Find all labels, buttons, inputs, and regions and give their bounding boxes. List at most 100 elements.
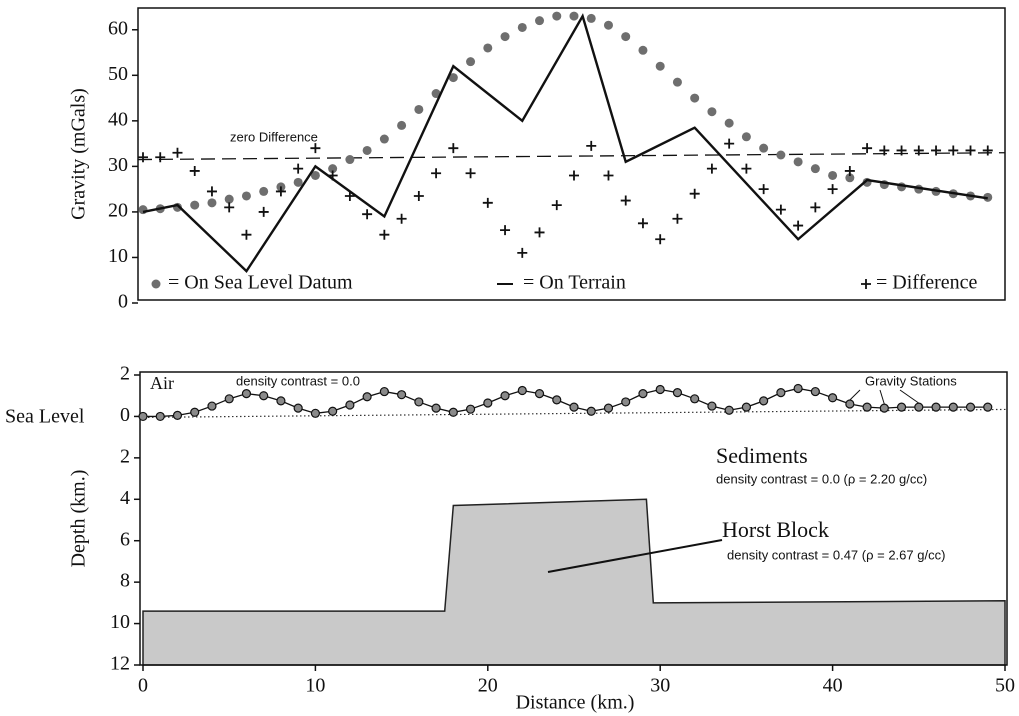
plus-marker bbox=[482, 197, 493, 208]
plus-marker bbox=[413, 190, 424, 201]
plus-marker bbox=[586, 140, 597, 151]
datum-dot bbox=[845, 173, 855, 183]
station-marker bbox=[845, 399, 855, 409]
plus-marker bbox=[206, 186, 217, 197]
plus-marker bbox=[362, 209, 373, 220]
datum-dot bbox=[466, 57, 476, 67]
datum-dot bbox=[414, 104, 424, 114]
datum-dot bbox=[345, 155, 355, 165]
plus-marker bbox=[637, 218, 648, 229]
datum-dot bbox=[810, 164, 820, 174]
plus-marker bbox=[327, 170, 338, 181]
y-axis-label: Gravity (mGals) bbox=[68, 88, 90, 220]
plus-marker bbox=[931, 145, 942, 156]
station-marker bbox=[431, 403, 441, 413]
plus-marker bbox=[775, 204, 786, 215]
plus-marker bbox=[138, 152, 148, 163]
station-marker bbox=[379, 386, 389, 397]
station-marker bbox=[621, 397, 631, 407]
plus-marker bbox=[810, 202, 821, 213]
leader-line bbox=[899, 389, 920, 404]
station-marker bbox=[603, 403, 614, 413]
plus-marker bbox=[620, 195, 631, 206]
datum-dot bbox=[517, 22, 527, 32]
station-marker bbox=[776, 388, 786, 398]
datum-dot bbox=[741, 132, 751, 142]
plus-marker bbox=[431, 168, 442, 179]
y-tick-label: 10 bbox=[108, 245, 128, 267]
datum-dot bbox=[310, 170, 320, 180]
station-marker bbox=[586, 406, 596, 416]
y-tick-label: 50 bbox=[108, 63, 128, 85]
datum-dot bbox=[535, 16, 545, 26]
y-tick-label: 0 bbox=[120, 404, 130, 426]
datum-dot bbox=[362, 145, 372, 155]
datum-dot bbox=[569, 11, 579, 21]
legend-marker bbox=[861, 279, 871, 289]
datum-dot bbox=[776, 150, 786, 160]
plus-marker bbox=[189, 165, 200, 176]
station-marker bbox=[362, 392, 372, 402]
station-marker bbox=[224, 394, 234, 404]
datum-dot bbox=[328, 164, 338, 174]
datum-dot bbox=[293, 177, 303, 187]
plus-marker bbox=[655, 234, 666, 245]
station-marker bbox=[517, 385, 527, 396]
station-marker bbox=[345, 400, 355, 410]
plot-frame bbox=[137, 7, 1006, 301]
datum-dot bbox=[207, 198, 217, 208]
station-marker bbox=[827, 393, 838, 403]
station-marker bbox=[138, 411, 148, 422]
station-marker bbox=[310, 408, 320, 418]
y-tick-label: 6 bbox=[120, 528, 130, 550]
station-marker bbox=[569, 402, 579, 412]
x-tick-label: 50 bbox=[995, 675, 1015, 697]
station-marker bbox=[259, 391, 269, 401]
x-axis-label: Distance (km.) bbox=[516, 692, 635, 714]
datum-dot bbox=[638, 45, 648, 55]
station-marker bbox=[293, 403, 303, 413]
annotation: density contrast = 0.0 bbox=[236, 373, 360, 388]
datum-dot bbox=[759, 143, 769, 153]
annotation: Sediments bbox=[716, 443, 808, 468]
plus-marker bbox=[155, 152, 166, 163]
datum-dot bbox=[793, 157, 803, 167]
plus-marker bbox=[551, 200, 562, 211]
datum-dot bbox=[379, 134, 389, 144]
x-tick-label: 10 bbox=[305, 675, 325, 697]
x-tick-label: 0 bbox=[138, 675, 148, 697]
y-tick-label: 4 bbox=[120, 487, 130, 509]
datum-dot bbox=[431, 89, 441, 99]
station-marker bbox=[741, 402, 752, 412]
station-marker bbox=[672, 388, 683, 398]
plus-marker bbox=[862, 143, 873, 154]
plus-marker bbox=[258, 206, 269, 217]
annotation: Horst Block bbox=[722, 517, 829, 542]
plus-marker bbox=[879, 145, 890, 156]
terrain-line bbox=[142, 13, 988, 273]
station-marker bbox=[759, 396, 769, 406]
datum-dot bbox=[655, 61, 665, 71]
plus-marker bbox=[293, 163, 304, 174]
plus-marker bbox=[310, 143, 321, 154]
plus-marker bbox=[672, 213, 683, 224]
y-tick-label: 2 bbox=[120, 445, 130, 467]
legend-label: = On Terrain bbox=[523, 272, 626, 294]
legend-label: = On Sea Level Datum bbox=[168, 272, 353, 294]
y-tick-label: 20 bbox=[108, 200, 128, 222]
plus-marker bbox=[448, 143, 459, 154]
datum-dot bbox=[483, 43, 493, 53]
datum-dot bbox=[259, 186, 269, 196]
station-marker bbox=[276, 396, 286, 406]
datum-dot bbox=[138, 205, 148, 215]
station-marker bbox=[552, 395, 562, 405]
station-marker bbox=[914, 402, 924, 412]
plus-marker bbox=[517, 247, 528, 258]
plus-marker bbox=[913, 145, 924, 156]
station-marker bbox=[862, 402, 872, 412]
plus-marker bbox=[603, 170, 614, 181]
plus-marker bbox=[172, 147, 183, 158]
plus-marker bbox=[948, 145, 959, 156]
station-line bbox=[143, 387, 988, 418]
